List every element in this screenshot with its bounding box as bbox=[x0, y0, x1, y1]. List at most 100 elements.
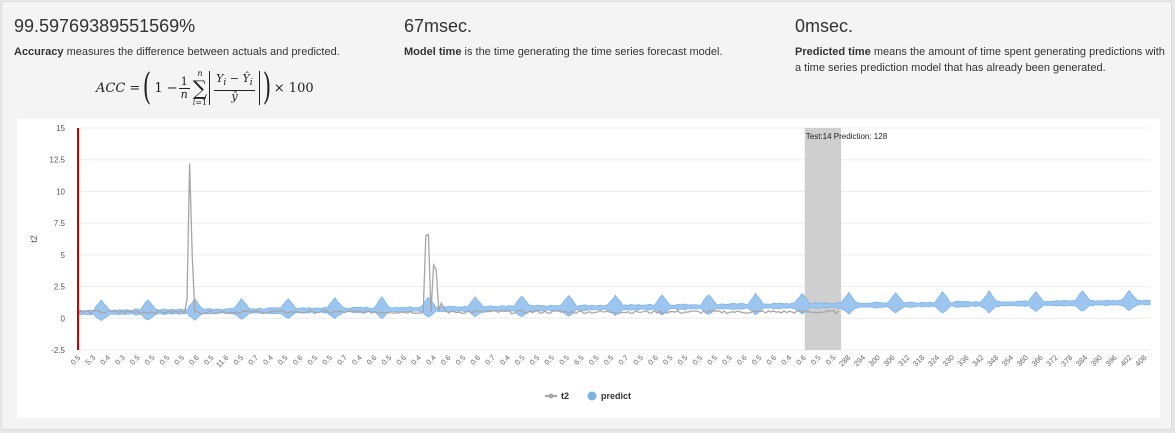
y-tick-label: 5 bbox=[61, 251, 66, 260]
x-tick-label: 0.5 bbox=[542, 353, 556, 367]
x-tick-label: 408 bbox=[1133, 353, 1148, 368]
x-tick-label: 0.5 bbox=[143, 353, 157, 367]
x-tick-label: 0.5 bbox=[750, 353, 764, 367]
y-tick-label: 7.5 bbox=[54, 219, 66, 228]
x-tick-label: 0.3 bbox=[113, 353, 127, 367]
x-tick-label: 0.5 bbox=[705, 353, 719, 367]
x-tick-label: 300 bbox=[867, 353, 882, 368]
x-tick-label: 0.5 bbox=[824, 353, 838, 367]
x-tick-label: 0.6 bbox=[794, 353, 808, 367]
x-tick-label: 0.5 bbox=[202, 353, 216, 367]
formula-lhs: ACC = bbox=[96, 80, 141, 96]
x-tick-label: 0.6 bbox=[735, 353, 749, 367]
x-tick-label: 378 bbox=[1059, 353, 1074, 368]
formula-times: × 100 bbox=[273, 80, 314, 96]
x-tick-label: 0.4 bbox=[350, 353, 364, 367]
chart-svg: 15 12.5 10 7.5 5 2.5 0 -2.5 t2 Test:14 Prediction… bbox=[29, 124, 1151, 401]
x-tick-label: 0.5 bbox=[631, 353, 645, 367]
x-tick-label: 372 bbox=[1044, 353, 1059, 368]
x-tick-label: 390 bbox=[1089, 353, 1104, 368]
formula-close-paren: ) bbox=[262, 67, 271, 108]
t2-series-line bbox=[77, 163, 839, 315]
x-tick-label: 0.5 bbox=[69, 353, 83, 367]
legend-predict-symbol bbox=[587, 391, 597, 401]
x-tick-label: 348 bbox=[985, 353, 1000, 368]
x-tick-label: 0.6 bbox=[187, 353, 201, 367]
x-tick-label: 0.5 bbox=[513, 353, 527, 367]
formula-open-paren: ( bbox=[143, 67, 152, 108]
predicted-time-term: Predicted time bbox=[795, 46, 871, 58]
y-tick-label: -2.5 bbox=[51, 346, 65, 355]
model-time-metric: 67msec. Model time is the time generatin… bbox=[404, 16, 764, 60]
x-tick-label: 402 bbox=[1118, 353, 1133, 368]
x-tick-label: 0.5 bbox=[172, 353, 186, 367]
model-time-description: Model time is the time generating the ti… bbox=[404, 44, 764, 60]
x-tick-label: 0.5 bbox=[454, 353, 468, 367]
x-tick-label: 0.6 bbox=[439, 353, 453, 367]
x-tick-label: 306 bbox=[882, 353, 897, 368]
x-tick-label: 0.6 bbox=[765, 353, 779, 367]
legend-t2-label: t2 bbox=[561, 391, 569, 401]
x-tick-label: 0.6 bbox=[365, 353, 379, 367]
x-tick-label: 336 bbox=[956, 353, 971, 368]
x-tick-label: 342 bbox=[970, 353, 985, 368]
x-tick-label: 0.4 bbox=[424, 353, 438, 367]
x-tick-label: 0.5 bbox=[232, 353, 246, 367]
x-tick-label: 0.4 bbox=[498, 353, 512, 367]
accuracy-term: Accuracy bbox=[14, 46, 64, 58]
x-tick-label: 5.3 bbox=[83, 353, 97, 367]
x-tick-label: 324 bbox=[926, 353, 941, 368]
x-tick-label: 0.5 bbox=[380, 353, 394, 367]
formula-abs: Yi − Ŷi ȳ bbox=[209, 71, 260, 105]
x-tick-label: 0.5 bbox=[602, 353, 616, 367]
x-tick-label: 0.5 bbox=[276, 353, 290, 367]
model-time-term: Model time bbox=[404, 46, 462, 58]
x-tick-label: 288 bbox=[837, 353, 852, 368]
x-tick-label: 0.4 bbox=[779, 353, 793, 367]
x-tick-label: 0.6 bbox=[291, 353, 305, 367]
y-tick-label: 0 bbox=[61, 314, 66, 323]
y-axis-label: t2 bbox=[29, 235, 39, 243]
x-tick-label: 0.7 bbox=[616, 353, 630, 367]
x-tick-label: 0.5 bbox=[128, 353, 142, 367]
x-tick-label: 0.5 bbox=[720, 353, 734, 367]
formula-sum: n ∑ i=1 bbox=[192, 69, 208, 107]
x-tick-label: 0.6 bbox=[646, 353, 660, 367]
predicted-time-description: Predicted time means the amount of time … bbox=[795, 44, 1165, 76]
y-tick-label: 15 bbox=[56, 124, 65, 133]
accuracy-metric: 99.59769389551569% Accuracy measures the… bbox=[14, 16, 374, 60]
x-tick-label: 330 bbox=[941, 353, 956, 368]
timeseries-chart: 15 12.5 10 7.5 5 2.5 0 -2.5 t2 Test:14 Prediction… bbox=[17, 119, 1160, 418]
x-tick-label: 0.5 bbox=[691, 353, 705, 367]
legend-t2-dot bbox=[548, 393, 554, 399]
x-tick-label: 384 bbox=[1074, 353, 1089, 368]
predicted-time-metric: 0msec. Predicted time means the amount o… bbox=[795, 16, 1165, 76]
x-tick-label: 0.5 bbox=[809, 353, 823, 367]
x-tick-label: 0.5 bbox=[306, 353, 320, 367]
x-tick-label: 0.7 bbox=[246, 353, 260, 367]
x-tick-label: 0.6 bbox=[394, 353, 408, 367]
x-tick-label: 0.5 bbox=[557, 353, 571, 367]
x-tick-label: 11.6 bbox=[214, 353, 230, 369]
x-tick-label: 0.5 bbox=[528, 353, 542, 367]
x-tick-label: 0.4 bbox=[98, 353, 112, 367]
accuracy-description: Accuracy measures the difference between… bbox=[14, 44, 374, 60]
formula-one: 1 − bbox=[154, 80, 178, 96]
x-tick-label: 0.5 bbox=[158, 353, 172, 367]
x-tick-label: 312 bbox=[896, 353, 911, 368]
x-tick-label: 6.5 bbox=[572, 353, 586, 367]
predicted-time-value: 0msec. bbox=[795, 16, 854, 36]
x-tick-label: 0.4 bbox=[409, 353, 423, 367]
x-tick-label: 0.6 bbox=[468, 353, 482, 367]
x-tick-label: 294 bbox=[852, 353, 867, 368]
model-time-value: 67msec. bbox=[404, 16, 473, 36]
accuracy-desc-text: measures the difference between actuals … bbox=[63, 46, 340, 58]
x-tick-label: 354 bbox=[1000, 353, 1015, 368]
model-time-desc-text: is the time generating the time series f… bbox=[461, 46, 723, 58]
test-band bbox=[804, 128, 842, 350]
predicted-time-desc-text: means the amount of time spent generatin… bbox=[795, 46, 1165, 74]
accuracy-value: 99.59769389551569% bbox=[14, 16, 196, 36]
